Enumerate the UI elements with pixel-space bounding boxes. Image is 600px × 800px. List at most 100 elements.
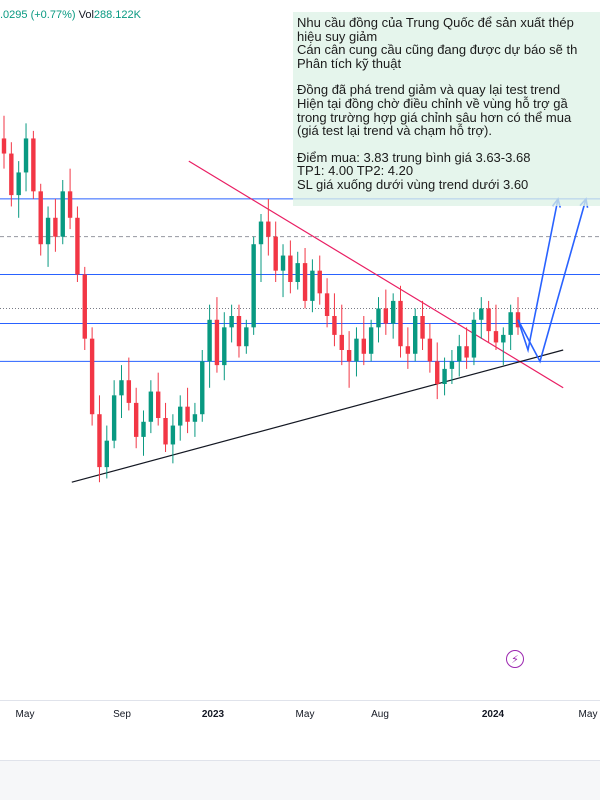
projection-path xyxy=(517,198,559,354)
note-line: Đồng đã phá trend giảm và quay lại test … xyxy=(297,82,561,98)
candle-body xyxy=(244,327,249,347)
candle-body xyxy=(486,308,491,332)
time-axis[interactable]: May Sep 2023 May Aug 2024 May xyxy=(0,700,600,731)
candle-body xyxy=(9,153,14,196)
candle-body xyxy=(479,308,484,320)
candle-body xyxy=(420,316,425,339)
candle-body xyxy=(1,138,7,154)
note-line: Điểm mua: 3.83 trung bình giá 3.63-3.68 xyxy=(297,149,531,165)
candle-body xyxy=(207,319,212,362)
note-line: (giá test lại trend và chạm hỗ trợ). xyxy=(297,123,492,139)
candle-body xyxy=(60,191,65,237)
candle-body xyxy=(133,402,139,437)
candle-body xyxy=(339,334,344,350)
note-line: Phân tích kỹ thuật xyxy=(297,55,402,71)
candle-body xyxy=(163,418,168,445)
uptrend-trendline xyxy=(71,349,564,483)
candle-body xyxy=(126,380,132,403)
x-tick-label: May xyxy=(15,709,35,720)
candle-body xyxy=(45,217,51,245)
candle-body xyxy=(16,172,21,196)
candle-body xyxy=(75,217,80,275)
candle-body xyxy=(324,293,330,316)
candle-body xyxy=(449,361,455,369)
candle-body xyxy=(258,221,264,245)
candle-body xyxy=(361,338,366,354)
price-chart xyxy=(0,115,600,483)
candle-body xyxy=(178,406,183,426)
candle-body xyxy=(251,244,256,328)
volume-label: Vol xyxy=(78,9,94,21)
note-line: hiệu suy giảm xyxy=(297,28,378,44)
candle-body xyxy=(222,327,227,366)
note-gap xyxy=(297,138,600,151)
x-tick-label: Aug xyxy=(371,709,389,720)
candle-body xyxy=(192,414,198,422)
candle-body xyxy=(104,440,109,468)
candle-body xyxy=(236,316,242,347)
note-line: SL giá xuống dưới vùng trend dưới 3.60 xyxy=(297,176,529,192)
candle-body xyxy=(405,346,411,354)
candle-body xyxy=(38,191,43,245)
candle-body xyxy=(266,221,271,237)
candle-body xyxy=(346,350,352,362)
candle-body xyxy=(119,380,124,396)
candle-body xyxy=(317,270,322,294)
candle-body xyxy=(111,395,117,441)
downtrend-trendline xyxy=(188,160,564,389)
candle-body xyxy=(302,263,308,301)
candle-body xyxy=(368,327,374,354)
candle-body xyxy=(156,391,161,418)
candle-body xyxy=(376,308,381,328)
x-tick-label: May xyxy=(295,709,315,720)
lightning-icon[interactable]: ⚡ xyxy=(506,650,524,668)
volume-value: 288.122K xyxy=(93,9,141,21)
candle-body xyxy=(273,236,278,271)
candle-body xyxy=(413,316,418,354)
x-tick-label: 2023 xyxy=(201,709,225,720)
candle-body xyxy=(185,406,190,422)
candle-body xyxy=(97,414,102,468)
candle-body xyxy=(390,300,396,324)
note-line: Cán cân cung cầu cũng đang được dự báo s… xyxy=(297,42,578,58)
candle-body xyxy=(508,312,513,335)
ticker-header: .0295 (+0.77%) Vol288.122K xyxy=(0,9,141,21)
note-line: trong trường hợp giá chỉnh sâu hơn có th… xyxy=(297,109,572,125)
x-tick-label: Sep xyxy=(113,709,131,720)
x-tick-label: 2024 xyxy=(481,709,505,720)
projection-path xyxy=(517,198,587,364)
analysis-note: Nhu cầu đồng của Trung Quốc để sản xuất … xyxy=(293,12,600,206)
candle-body xyxy=(435,361,440,384)
candle-body xyxy=(53,217,58,237)
bottom-panel xyxy=(0,760,600,800)
candle-body xyxy=(148,391,154,422)
candle-body xyxy=(295,263,300,282)
candle-body xyxy=(141,421,146,437)
x-tick-label: May xyxy=(578,709,598,720)
candle-body xyxy=(170,425,176,445)
candle-body xyxy=(354,338,359,362)
candle-body xyxy=(471,319,477,358)
candle-body xyxy=(501,334,506,343)
candle-body xyxy=(229,316,234,328)
candle-body xyxy=(89,338,95,415)
candle-body xyxy=(457,346,462,362)
candle-body xyxy=(310,270,315,301)
candle-body xyxy=(280,255,286,271)
candle-body xyxy=(442,368,447,384)
price-change: .0295 (+0.77%) xyxy=(0,9,76,21)
candle-body xyxy=(31,138,36,192)
note-line: TP1: 4.00 TP2: 4.20 xyxy=(297,163,414,179)
candle-body xyxy=(398,300,403,347)
candle-body xyxy=(23,138,29,173)
candle-body xyxy=(200,361,205,415)
note-line: Hiện tại đồng chờ điều chỉnh về vùng hỗ … xyxy=(297,95,568,111)
candle-body xyxy=(493,331,499,343)
candle-body xyxy=(214,319,220,366)
candle-body xyxy=(427,338,433,362)
candle-body xyxy=(288,255,293,282)
candle-body xyxy=(67,191,73,218)
candle-body xyxy=(464,346,469,358)
candle-body xyxy=(332,316,337,335)
